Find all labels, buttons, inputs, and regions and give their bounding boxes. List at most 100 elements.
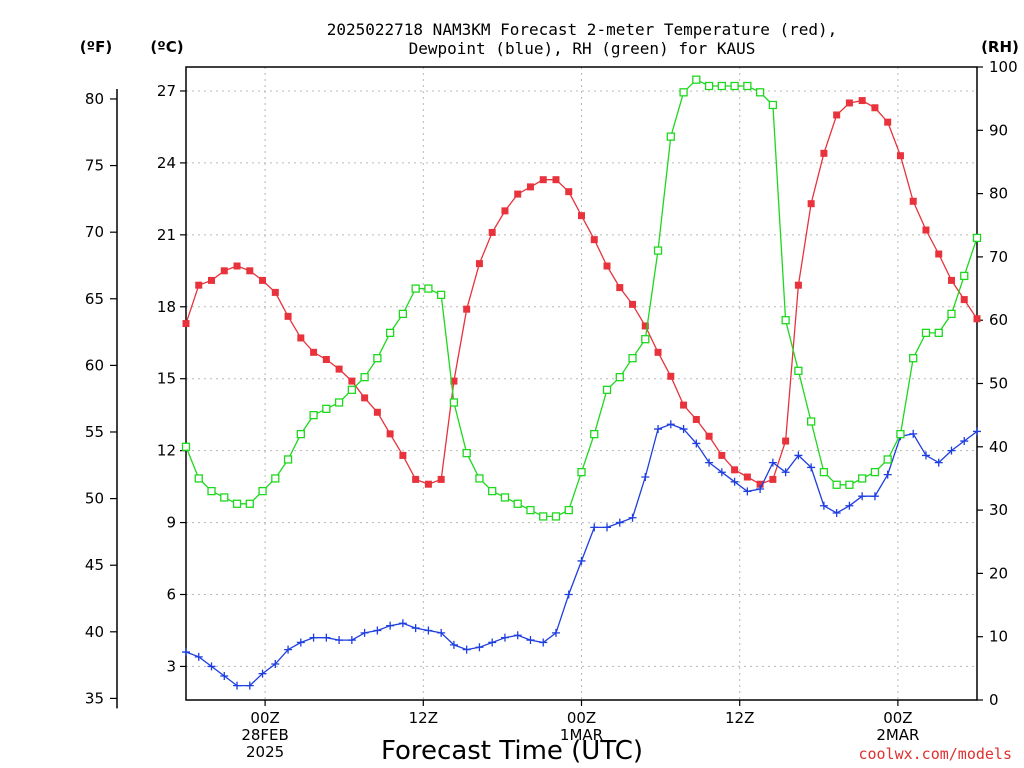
rh-point <box>768 100 778 110</box>
temperature-point <box>743 473 751 481</box>
rh-point <box>628 354 637 363</box>
rh-point <box>794 366 803 375</box>
temperature-point <box>259 276 267 284</box>
celsius-tick-label: 9 <box>166 514 176 532</box>
celsius-tick-label: 12 <box>157 442 176 460</box>
temperature-point <box>526 183 534 191</box>
dewpoint-point <box>424 626 433 635</box>
x-tick-label: 28FEB <box>241 726 288 744</box>
rh-point <box>500 493 510 502</box>
temperature-point <box>896 152 904 160</box>
temperature-point <box>667 372 675 380</box>
x-tick-label: 00Z <box>250 709 279 727</box>
rh-point <box>283 455 293 464</box>
rh-point <box>845 480 854 489</box>
rh-point <box>462 448 471 458</box>
temperature-point <box>590 236 598 244</box>
dewpoint-point <box>526 636 535 645</box>
temperature-point <box>935 250 943 258</box>
dewpoint-point <box>947 446 956 455</box>
temperature-point <box>463 305 471 313</box>
rh-tick-label: 10 <box>989 628 1008 646</box>
rh-point <box>245 499 254 508</box>
x-axis-title: Forecast Time (UTC) <box>381 736 643 766</box>
dewpoint-point <box>615 518 624 527</box>
x-tick-label: 2MAR <box>876 726 919 744</box>
dewpoint-point <box>182 648 190 657</box>
fahrenheit-unit-label: (ºF) <box>80 38 112 56</box>
dewpoint-point <box>271 660 280 669</box>
temperature-point <box>654 348 662 356</box>
temperature-point <box>578 212 585 220</box>
temperature-point <box>769 475 777 483</box>
dewpoint-point <box>973 427 981 436</box>
fahrenheit-tick-label: 40 <box>85 623 104 641</box>
dewpoint-point <box>756 485 765 493</box>
rh-tick-label: 90 <box>989 121 1008 139</box>
dewpoint-point <box>819 501 828 510</box>
temperature-point <box>233 262 241 270</box>
dewpoint-point <box>296 638 305 647</box>
dewpoint-point <box>398 619 407 628</box>
fahrenheit-tick-label: 80 <box>85 90 104 108</box>
dewpoint-point <box>832 508 841 517</box>
temperature-point <box>386 430 394 438</box>
temperature-point <box>807 200 815 208</box>
fahrenheit-tick-label: 50 <box>85 490 104 508</box>
dewpoint-point <box>551 628 560 637</box>
temperature-point <box>909 197 917 205</box>
temperature-point <box>960 296 968 304</box>
dewpoint-point <box>590 523 599 532</box>
temperature-point <box>616 284 624 292</box>
rh-point <box>743 81 752 91</box>
temperature-point <box>412 475 420 483</box>
rh-point <box>602 385 612 394</box>
rh-tick-label: 40 <box>989 438 1008 456</box>
temperature-point <box>182 320 190 328</box>
x-tick-label: 00Z <box>883 709 912 727</box>
temperature-point <box>501 207 509 215</box>
dewpoint-point <box>641 473 650 482</box>
dewpoint-point <box>654 425 663 434</box>
rh-point <box>411 284 420 293</box>
dewpoint-point <box>628 513 637 522</box>
dewpoint-point <box>960 437 969 446</box>
celsius-unit-label: (ºC) <box>150 38 183 56</box>
temperature-point <box>731 466 739 474</box>
rh-series <box>181 75 982 521</box>
temperature-point <box>565 188 573 196</box>
temperature-point <box>208 276 216 284</box>
fahrenheit-tick-label: 70 <box>85 223 104 241</box>
fahrenheit-tick-label: 65 <box>85 290 104 308</box>
rh-point <box>717 81 726 91</box>
temperature-point <box>488 228 496 236</box>
fahrenheit-tick-label: 55 <box>85 423 104 441</box>
temperature-point <box>246 267 254 275</box>
fahrenheit-tick-label: 35 <box>85 689 104 707</box>
dewpoint-point <box>360 628 369 637</box>
temperature-point <box>437 475 445 483</box>
rh-point <box>449 398 459 407</box>
dewpoint-point <box>194 652 203 661</box>
temperature-point <box>514 190 522 198</box>
rh-tick-label: 0 <box>989 691 999 709</box>
dewpoint-point <box>373 626 382 635</box>
rh-point <box>832 480 841 489</box>
dewpoint-point <box>462 645 471 654</box>
celsius-tick-label: 18 <box>157 298 176 316</box>
dewpoint-point <box>500 633 509 642</box>
rh-tick-label: 60 <box>989 311 1008 329</box>
rh-point <box>309 410 318 420</box>
dewpoint-point <box>909 429 918 438</box>
temperature-point <box>973 315 981 323</box>
rh-point <box>641 335 650 344</box>
rh-point <box>551 512 561 521</box>
x-tick-label: 12Z <box>725 709 754 727</box>
rh-point <box>806 417 816 426</box>
celsius-tick-label: 24 <box>157 154 176 172</box>
dewpoint-point <box>411 624 420 633</box>
temperature-point <box>603 262 611 270</box>
dewpoint-point <box>475 643 484 652</box>
celsius-tick-label: 3 <box>166 657 176 675</box>
rh-point <box>513 499 522 508</box>
